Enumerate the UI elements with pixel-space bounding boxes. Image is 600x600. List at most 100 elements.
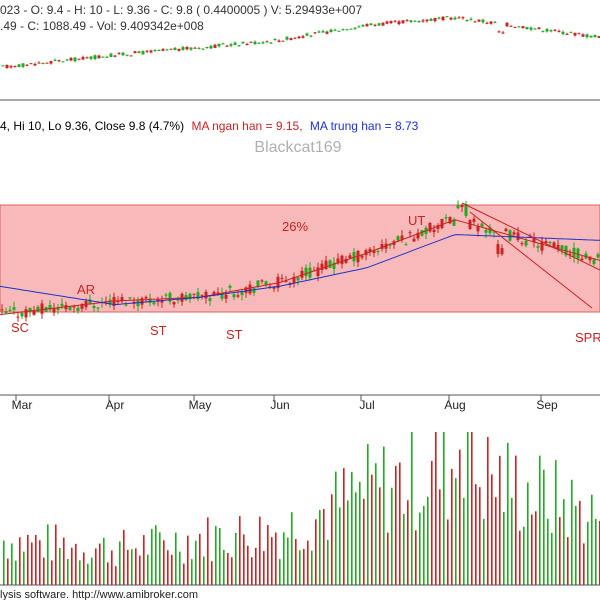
stock-candle — [336, 258, 340, 264]
index-candle — [169, 48, 173, 50]
index-candle — [425, 19, 429, 22]
volume-bar — [567, 537, 569, 585]
stock-candle — [56, 307, 60, 311]
volume-bar — [171, 554, 173, 585]
volume-bar — [247, 545, 249, 585]
volume-bar — [379, 487, 381, 585]
index-candle — [557, 30, 561, 32]
volume-bar — [303, 548, 305, 585]
month-label: Apr — [106, 398, 125, 412]
stock-candle — [524, 240, 528, 246]
volume-bar — [391, 487, 393, 585]
volume-bar — [271, 537, 273, 585]
index-candle — [361, 24, 365, 27]
stock-candle — [252, 288, 256, 293]
index-candle — [441, 16, 445, 20]
index-candle — [429, 18, 433, 21]
stock-candle — [76, 307, 80, 311]
month-label: Mar — [12, 398, 33, 412]
stock-candle — [60, 303, 64, 307]
index-candle — [593, 35, 597, 38]
annotation-ut: UT — [408, 213, 425, 228]
stock-candle — [544, 241, 548, 243]
stock-candle — [532, 237, 536, 243]
stock-candle — [496, 244, 500, 255]
volume-bar — [207, 517, 209, 585]
volume-bar — [423, 506, 425, 585]
stock-candle — [0, 309, 4, 311]
volume-bar — [283, 532, 285, 585]
volume-bar — [187, 535, 189, 585]
stock-candle — [588, 256, 592, 261]
stock-candle — [244, 287, 248, 293]
stock-candle — [476, 225, 480, 232]
index-candle — [53, 59, 57, 61]
index-candle — [505, 22, 509, 27]
volume-bar — [507, 442, 509, 585]
stock-candle — [24, 309, 28, 318]
index-candle — [489, 21, 493, 24]
volume-bar — [503, 511, 505, 585]
volume-bar — [307, 540, 309, 585]
volume-bar — [243, 534, 245, 585]
index-candle — [205, 47, 209, 49]
volume-bar — [547, 518, 549, 585]
volume-bar — [399, 462, 401, 585]
index-candle — [285, 37, 289, 40]
volume-bar — [263, 551, 265, 585]
stock-candle — [72, 306, 76, 308]
stock-candle — [364, 250, 368, 256]
index-candle — [117, 52, 121, 54]
index-candle — [41, 62, 45, 64]
volume-bar — [203, 556, 205, 585]
volume-bar — [415, 530, 417, 585]
index-candle — [181, 47, 185, 50]
volume-bar — [279, 559, 281, 585]
stock-candle — [284, 280, 288, 282]
stock-candle — [516, 232, 520, 241]
stock-candle — [4, 311, 8, 314]
index-candle — [305, 33, 309, 36]
stock-candle — [128, 297, 132, 299]
stock-candle — [448, 216, 452, 224]
volume-bar — [579, 500, 581, 585]
stock-candle — [172, 302, 176, 305]
volume-bar — [39, 540, 41, 585]
index-candle — [241, 41, 245, 44]
stock-candle — [80, 303, 84, 309]
volume-bar — [467, 432, 469, 585]
stock-candle — [380, 244, 384, 249]
volume-bar — [367, 444, 369, 585]
stock-candle — [372, 250, 376, 254]
stock-candle — [352, 252, 356, 262]
stock-candle — [168, 292, 172, 302]
volume-bar — [211, 561, 213, 585]
volume-bar — [59, 547, 61, 585]
volume-bar — [571, 479, 573, 585]
index-candle — [477, 19, 481, 22]
volume-bar — [183, 563, 185, 585]
volume-bar — [487, 436, 489, 585]
stock-candle — [196, 292, 200, 299]
index-candle — [317, 31, 321, 33]
volume-bar — [23, 551, 25, 585]
svg-text:4, Hi 10, Lo 9.36, Close 9.8 (: 4, Hi 10, Lo 9.36, Close 9.8 (4.7%) MA n… — [0, 119, 419, 133]
stock-candle — [268, 286, 272, 288]
volume-bar — [27, 534, 29, 585]
volume-bar — [87, 563, 89, 585]
index-candle — [253, 41, 257, 45]
index-candle — [313, 32, 317, 34]
volume-bar — [67, 559, 69, 585]
index-candle — [325, 31, 329, 34]
volume-bar — [191, 559, 193, 585]
index-candle — [189, 47, 193, 50]
index-candle — [337, 30, 341, 32]
index-candle — [377, 23, 381, 26]
watermark: Blackcat169 — [254, 139, 341, 156]
volume-bar — [527, 482, 529, 585]
stock-candle — [12, 307, 16, 310]
index-candle — [401, 20, 405, 24]
volume-bar — [499, 455, 501, 585]
index-candle — [173, 47, 177, 51]
index-candle — [61, 61, 65, 63]
